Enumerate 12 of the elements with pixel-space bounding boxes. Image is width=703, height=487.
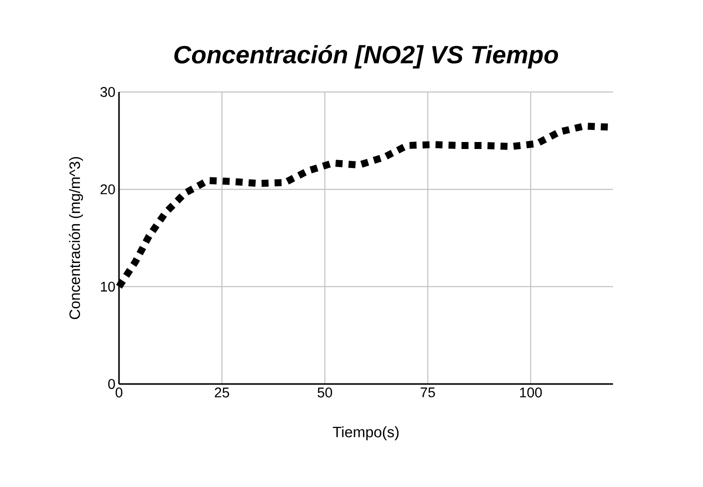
- x-tick-label: 75: [420, 388, 435, 398]
- x-axis-title: Tiempo(s): [332, 426, 399, 440]
- x-tick-label: 0: [116, 388, 122, 398]
- x-tick-label: 25: [214, 388, 230, 398]
- y-tick-label: 0: [108, 379, 115, 389]
- chart-title: Concentración [NO2] VS Tiempo: [174, 44, 558, 68]
- y-tick-label: 30: [100, 87, 115, 97]
- x-tick-label: 100: [520, 388, 542, 398]
- y-axis-title: Concentración (mg/m^3): [68, 157, 84, 320]
- y-tick-label: 10: [100, 282, 115, 292]
- y-tick-label: 20: [100, 184, 115, 194]
- x-tick-label: 50: [318, 388, 332, 398]
